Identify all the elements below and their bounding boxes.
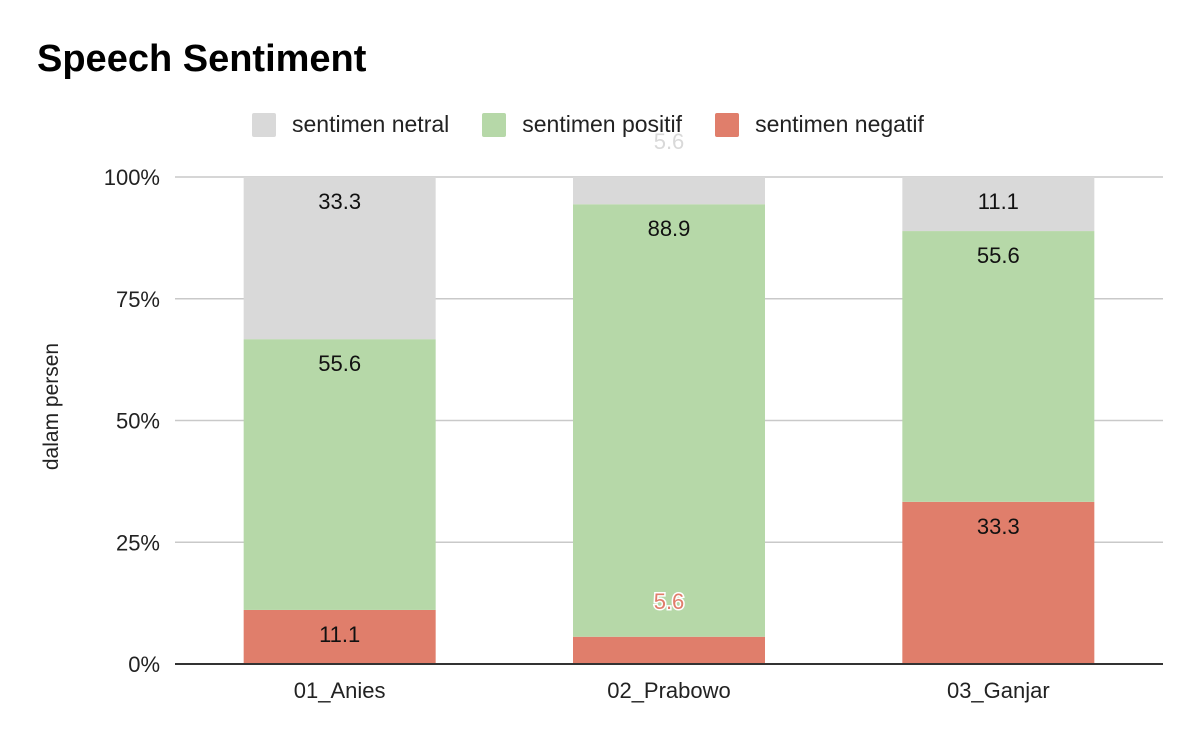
legend-swatch-negatif bbox=[715, 112, 740, 137]
x-tick-label: 02_Prabowo bbox=[607, 678, 731, 703]
bar-segment bbox=[902, 501, 1095, 664]
legend-label-negatif: sentimen negatif bbox=[755, 111, 924, 137]
chart-title: Speech Sentiment bbox=[37, 38, 367, 80]
legend-label-positif: sentimen positif bbox=[522, 111, 683, 137]
y-tick-label: 50% bbox=[116, 409, 160, 434]
legend-item-negatif: sentimen negatif bbox=[715, 111, 924, 138]
chart-legend: sentimen netral sentimen positif sentime… bbox=[252, 111, 957, 138]
data-label: 5.6 bbox=[654, 589, 685, 614]
data-label: 55.6 bbox=[318, 351, 361, 376]
data-label: 11.1 bbox=[978, 189, 1019, 214]
y-tick-label: 100% bbox=[104, 165, 160, 190]
bar-segment bbox=[243, 609, 436, 664]
legend-item-positif: sentimen positif bbox=[482, 111, 682, 138]
legend-item-netral: sentimen netral bbox=[252, 111, 449, 138]
legend-swatch-netral bbox=[252, 112, 276, 137]
bar-segment bbox=[573, 636, 765, 664]
legend-swatch-positif bbox=[482, 112, 507, 137]
y-axis-title: dalam persen bbox=[40, 343, 63, 470]
bar-segment bbox=[573, 204, 765, 637]
data-label: 33.3 bbox=[977, 514, 1020, 539]
bar-segment bbox=[243, 177, 436, 340]
data-label: 33.3 bbox=[318, 189, 361, 214]
bar-segment bbox=[902, 177, 1095, 232]
y-tick-label: 0% bbox=[128, 652, 160, 677]
bar-segment bbox=[573, 177, 765, 205]
data-label: 11.1 bbox=[319, 622, 360, 647]
data-label: 88.9 bbox=[648, 216, 691, 241]
data-label: 5.6 bbox=[654, 129, 685, 154]
x-tick-label: 03_Ganjar bbox=[947, 678, 1050, 703]
x-tick-label: 01_Anies bbox=[294, 678, 386, 703]
y-tick-label: 75% bbox=[116, 287, 160, 312]
bar-segment bbox=[902, 231, 1095, 502]
legend-label-netral: sentimen netral bbox=[292, 111, 450, 137]
data-label: 55.6 bbox=[977, 243, 1020, 268]
y-tick-label: 25% bbox=[116, 530, 160, 555]
bar-segment bbox=[243, 339, 436, 610]
